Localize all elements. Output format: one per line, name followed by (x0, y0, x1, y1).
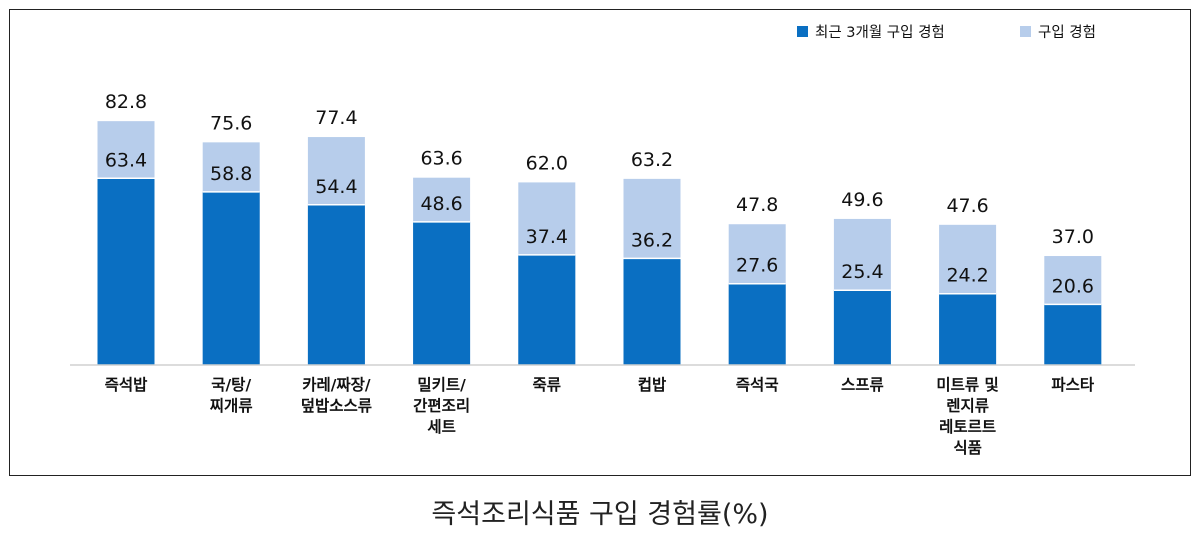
x-tick-label-line: 컵밥 (638, 375, 667, 394)
x-tick-label: 스프류 (841, 376, 884, 394)
data-label-total: 77.4 (315, 107, 357, 129)
bar-recent-purchase (97, 178, 155, 365)
x-tick-label-line: 국/탕/ (211, 376, 251, 394)
x-tick-label: 파스타 (1051, 376, 1095, 394)
x-tick-label-line: 죽류 (533, 376, 562, 394)
x-tick-label-line: 미트류 및 (936, 375, 998, 394)
x-tick-label-line: 찌개류 (210, 396, 253, 415)
data-label-total: 63.2 (631, 149, 673, 171)
legend: 최근 3개월 구입 경험 구입 경험 (797, 24, 1096, 41)
data-label-recent: 25.4 (841, 261, 883, 283)
chart-caption: 즉석조리식품 구입 경험률(%) (431, 499, 769, 530)
bar-recent-purchase (202, 191, 260, 365)
data-label-recent: 24.2 (946, 265, 988, 287)
data-label-total: 37.0 (1052, 226, 1094, 248)
x-tick-label: 카레/짜장/덮밥소스류 (301, 376, 372, 415)
x-tick-label-line: 카레/짜장/ (302, 376, 371, 394)
x-tick-label: 죽류 (533, 376, 562, 394)
data-label-recent: 63.4 (105, 149, 147, 171)
x-tick-label-line: 세트 (427, 418, 456, 436)
bars-layer: 82.8 63.4 75.6 58.8 77.4 54.4 63.6 48.6 62.0 37.4… (97, 91, 1102, 366)
data-label-recent: 54.4 (315, 176, 357, 198)
data-label-recent: 48.6 (420, 193, 462, 215)
legend-label: 최근 3개월 구입 경험 (815, 24, 945, 41)
bar-chart: 최근 3개월 구입 경험 구입 경험 82.8 63.4 75.6 58.8 77.4 54… (70, 24, 1135, 457)
data-label-total: 62.0 (526, 152, 568, 174)
data-label-total: 49.6 (841, 189, 883, 211)
legend-swatch (1020, 26, 1031, 37)
bar-recent-purchase (1044, 304, 1102, 365)
x-tick-label-line: 즉석밥 (105, 376, 149, 394)
legend-label: 구입 경험 (1038, 24, 1096, 41)
data-label-recent: 20.6 (1052, 275, 1094, 297)
x-tick-label: 즉석밥 (105, 376, 149, 394)
data-label-recent: 58.8 (210, 163, 252, 185)
x-tick-label-line: 렌지류 (946, 397, 989, 415)
bar-recent-purchase (518, 254, 576, 365)
data-label-recent: 27.6 (736, 255, 778, 277)
x-tick-label: 컵밥 (638, 375, 667, 394)
x-tick-label-line: 식품 (953, 439, 982, 457)
bar-recent-purchase (833, 290, 891, 365)
x-tick-label: 즉석국 (736, 376, 779, 394)
data-label-recent: 37.4 (526, 226, 568, 248)
x-tick-label-line: 파스타 (1051, 376, 1095, 394)
x-tick-label-line: 덮밥소스류 (301, 396, 372, 415)
data-label-total: 63.6 (420, 148, 462, 170)
data-label-recent: 36.2 (631, 229, 673, 251)
bar-recent-purchase (623, 258, 681, 365)
x-tick-label-line: 스프류 (841, 376, 884, 394)
bar-recent-purchase (307, 204, 365, 365)
bar-recent-purchase (939, 293, 997, 365)
data-label-total: 75.6 (210, 112, 252, 134)
x-tick-label: 국/탕/찌개류 (210, 376, 253, 415)
bar-recent-purchase (728, 283, 786, 365)
data-label-total: 47.8 (736, 194, 778, 216)
data-label-total: 47.6 (946, 195, 988, 217)
x-tick-label-line: 간편조리 (413, 397, 470, 415)
data-label-total: 82.8 (105, 91, 147, 113)
x-tick-label-line: 즉석국 (736, 376, 779, 394)
x-tick-label-line: 레토르트 (939, 418, 996, 436)
x-tick-label-line: 밀키트/ (417, 375, 466, 394)
legend-swatch (797, 26, 808, 37)
bar-recent-purchase (413, 221, 471, 365)
